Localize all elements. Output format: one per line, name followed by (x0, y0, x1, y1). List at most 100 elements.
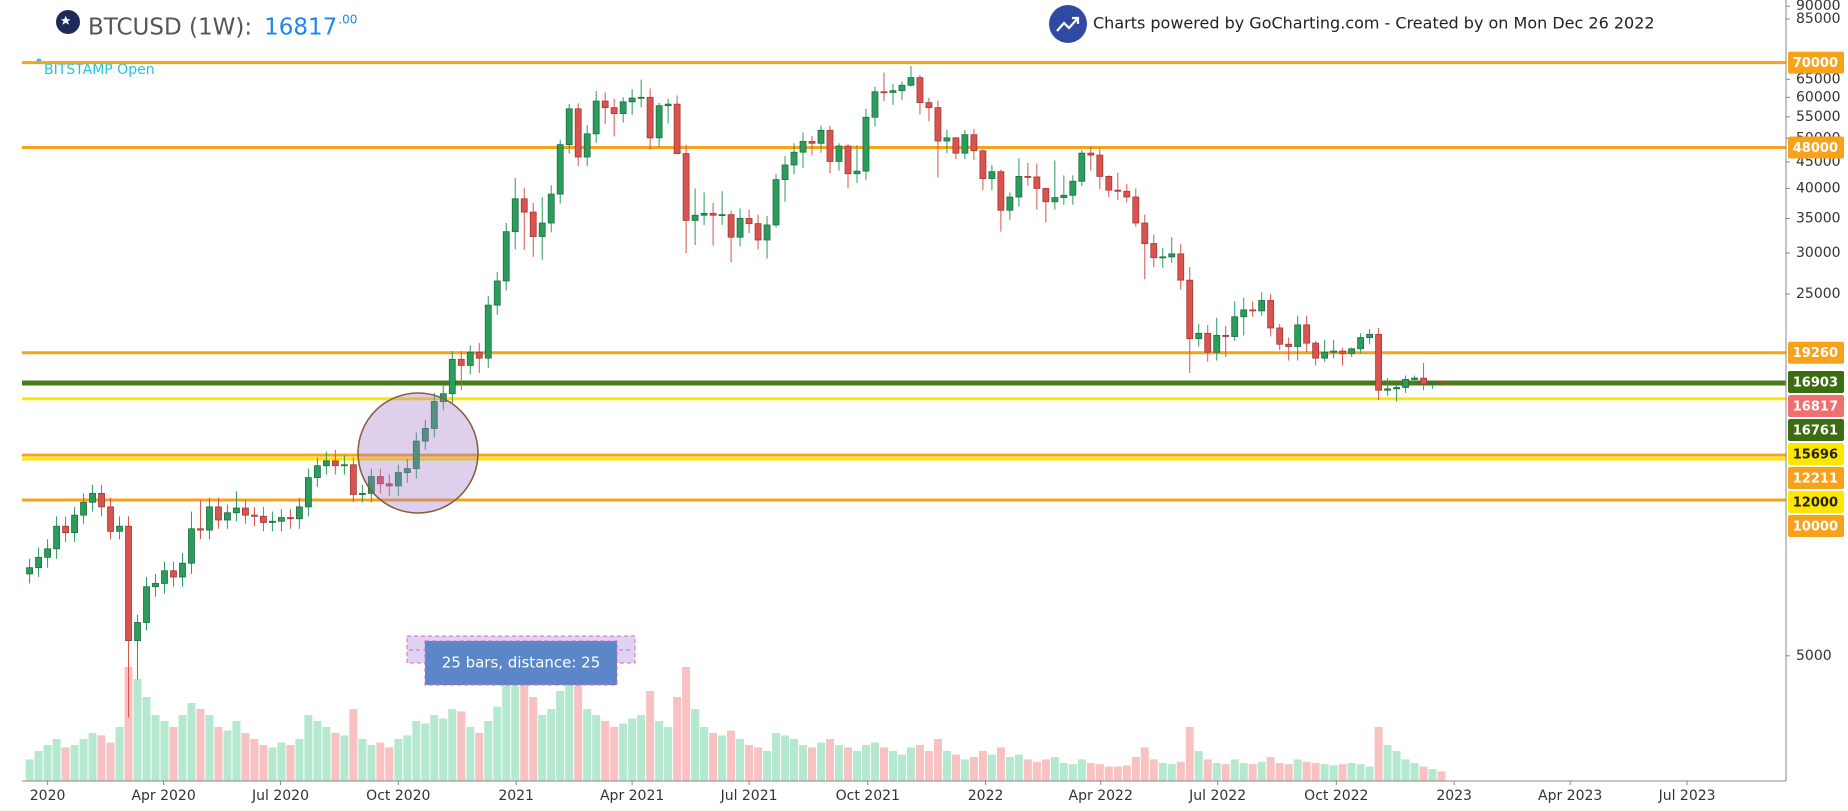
candle-body (412, 440, 420, 470)
volume-bar (1212, 763, 1221, 781)
volume-bar (475, 733, 484, 781)
candle-body (1429, 382, 1436, 385)
volume-bar (259, 745, 268, 781)
volume-bar (960, 759, 969, 781)
candle-body (35, 556, 42, 569)
volume-bar (1140, 747, 1149, 781)
volume-bar (394, 739, 403, 781)
candle-body (349, 464, 357, 495)
candle-body (790, 151, 798, 166)
volume-bar (583, 709, 592, 781)
candle-body (718, 214, 726, 217)
volume-bar (34, 751, 43, 781)
y-tick-label: 25000 (1796, 286, 1841, 302)
candle-body (997, 171, 1005, 211)
candle-body (197, 528, 204, 531)
candle-body (421, 428, 429, 442)
volume-bar (421, 723, 430, 781)
y-tick-label: 5000 (1796, 648, 1832, 664)
credit-logo-arrow (1056, 16, 1080, 32)
volume-bar (933, 739, 942, 781)
y-tick-label: 65000 (1796, 71, 1841, 87)
y-tick-label: 55000 (1796, 109, 1841, 125)
candle-body (502, 231, 510, 282)
candle-body (1114, 189, 1122, 192)
volume-bar (349, 709, 358, 781)
axes: 5000250003000035000400004500050000550006… (22, 0, 1844, 804)
candle-body (547, 193, 555, 224)
candle-body (1366, 333, 1374, 338)
y-tick-label: 40000 (1796, 180, 1841, 196)
volume-bar (529, 697, 538, 781)
volume-bar (232, 721, 241, 781)
volume-bar (1392, 751, 1401, 781)
volume-bar (673, 697, 682, 781)
candle-body (1042, 188, 1050, 203)
candle-body (80, 501, 87, 516)
volume-bar (52, 739, 61, 781)
candle-body (1357, 337, 1365, 350)
y-tick-label: 35000 (1796, 210, 1841, 226)
symbol-title: BTCUSD (1W): (88, 15, 252, 41)
candle-body (817, 129, 825, 144)
volume-bar (808, 747, 817, 781)
volume-bar (160, 721, 169, 781)
volume-bar (457, 711, 466, 781)
candle-body (1069, 180, 1077, 196)
volume-bar (1068, 764, 1077, 781)
volume-bar (502, 685, 511, 781)
candle-body (781, 164, 789, 181)
candle-body (1060, 194, 1068, 199)
volume-bar (1104, 766, 1113, 781)
volume-bar (1221, 764, 1230, 781)
candle-body (44, 548, 51, 558)
volume-bar (61, 747, 70, 781)
candle-body (242, 507, 249, 516)
candle-body (1168, 253, 1176, 258)
level-tag (1788, 136, 1844, 159)
candle-body (1303, 324, 1311, 344)
volume-bar (592, 715, 601, 781)
level-tag (1788, 395, 1844, 418)
volume-bar (1302, 761, 1311, 781)
volume-bar (376, 742, 385, 781)
volume-bar (1365, 766, 1374, 781)
volume-bar (924, 751, 933, 781)
volume-bar (25, 759, 34, 781)
volume-bar (268, 747, 277, 781)
candle-body (772, 179, 780, 226)
volume-bar (340, 735, 349, 781)
level-tag-label: 16903 (1793, 376, 1838, 391)
candle-body (224, 512, 231, 521)
volume-bar (313, 721, 322, 781)
level-tag-label: 12000 (1793, 496, 1838, 511)
level-tag (1788, 491, 1844, 514)
volume-bar (870, 742, 879, 781)
candle-body (1033, 176, 1041, 189)
candle-body (287, 517, 294, 520)
x-tick-label: Oct 2022 (1304, 788, 1368, 804)
volume-bar (745, 745, 754, 781)
volume-bar (951, 754, 960, 781)
volume-bar (682, 667, 691, 781)
candle-body (1150, 243, 1158, 259)
volume-bar (709, 733, 718, 781)
volume-bar (106, 742, 115, 781)
volume-bar (1374, 727, 1383, 781)
candle-body (736, 218, 744, 238)
volume-bar (826, 739, 835, 781)
volume-bar (1149, 759, 1158, 781)
level-tag (1788, 341, 1844, 364)
x-tick-label: 2023 (1436, 788, 1472, 804)
x-tick-label: 2020 (30, 788, 66, 804)
volume-bar (1122, 765, 1131, 781)
candle-body (592, 100, 600, 135)
candle-body (1096, 154, 1104, 177)
candle-body (1402, 379, 1409, 388)
volume-bar (124, 667, 133, 781)
volume-bar (286, 745, 295, 781)
volume-bar (1347, 763, 1356, 781)
candle-body (511, 198, 519, 233)
candle-body (269, 520, 276, 523)
